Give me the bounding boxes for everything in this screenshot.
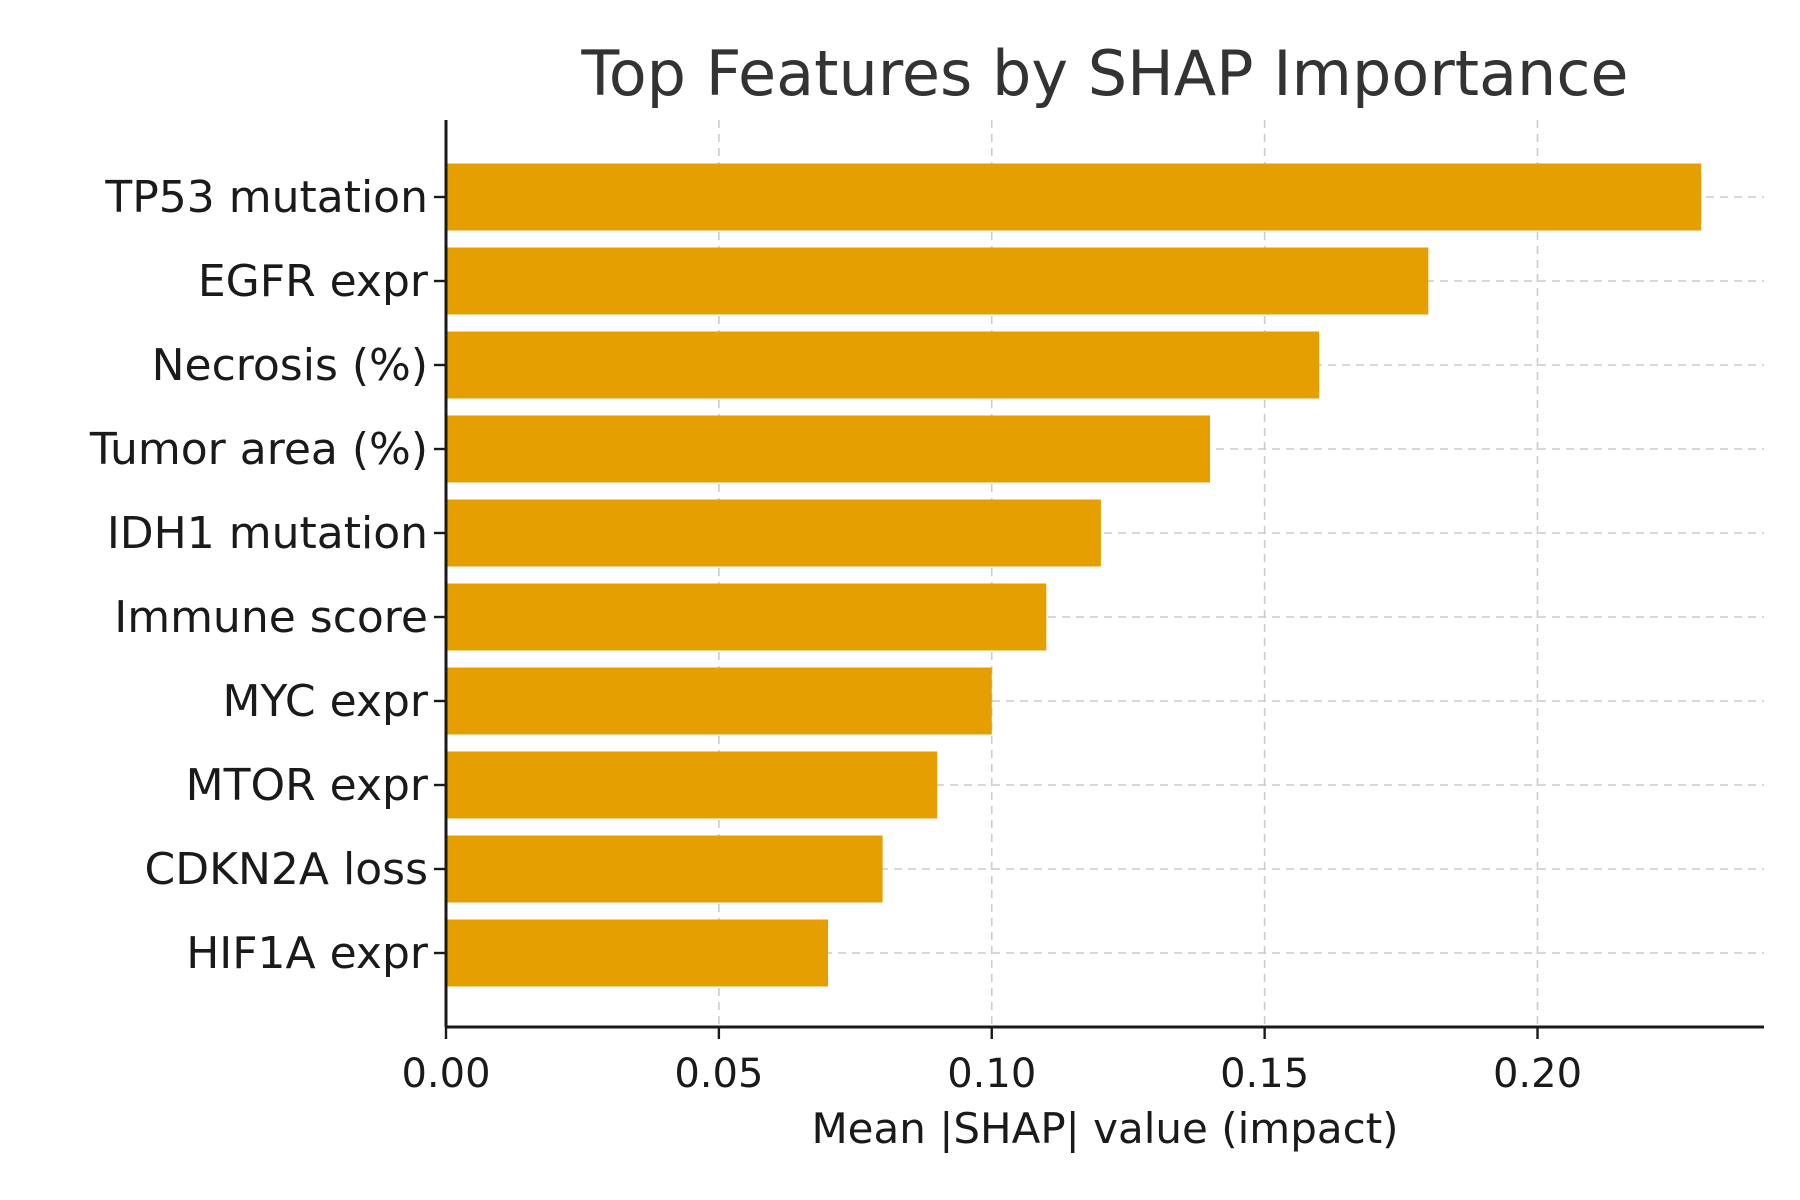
bar [446,499,1101,567]
y-tick-label: CDKN2A loss [145,844,428,895]
bar [446,667,992,735]
bar [446,835,883,903]
y-tick-label: EGFR expr [198,256,429,307]
y-tick-label: HIF1A expr [186,928,429,979]
bar [446,247,1429,315]
x-tick-label: 0.20 [1493,1051,1582,1097]
bar [446,751,938,819]
x-tick-label: 0.10 [947,1051,1036,1097]
x-tick-label: 0.05 [674,1051,763,1097]
y-tick-label: MYC expr [223,676,429,727]
bar [446,331,1320,399]
x-tick-label: 0.00 [401,1051,490,1097]
x-axis-label: Mean |SHAP| value (impact) [811,1104,1398,1153]
y-tick-label: IDH1 mutation [107,508,428,559]
y-tick-label: Necrosis (%) [152,340,428,391]
bar [446,415,1211,483]
y-tick-label: MTOR expr [186,760,429,811]
y-tick-label: TP53 mutation [104,172,428,223]
y-tick-labels: TP53 mutation EGFR expr Necrosis (%) Tumor … [89,172,429,979]
x-tick-label: 0.15 [1220,1051,1309,1097]
chart-title: Top Features by SHAP Importance [580,37,1628,110]
bars [446,163,1702,987]
axes [434,120,1764,1039]
bar [446,583,1047,651]
y-tick-label: Tumor area (%) [89,424,428,475]
x-tick-labels: 0.00 0.05 0.10 0.15 0.20 [401,1051,1582,1097]
bar [446,163,1702,231]
bar [446,919,829,987]
y-tick-label: Immune score [114,592,428,643]
